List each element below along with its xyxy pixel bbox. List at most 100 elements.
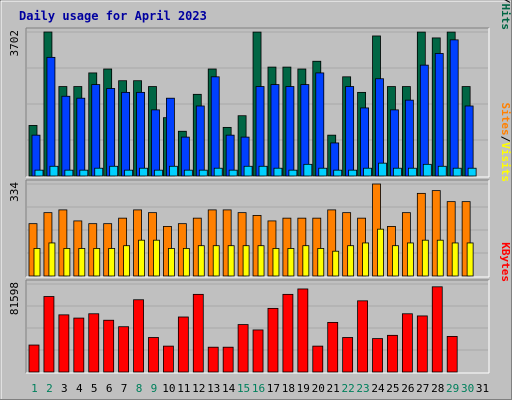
day-label: 28 (431, 382, 444, 395)
bar-files-day-3 (61, 95, 71, 177)
axis-max-label: 3702 (8, 30, 21, 57)
bar-files-day-7 (121, 91, 131, 177)
bar-pages-day-11 (183, 169, 193, 177)
day-label: 16 (252, 382, 265, 395)
bar-kbytes-day-20 (312, 345, 324, 373)
day-label: 13 (207, 382, 220, 395)
bar-files-day-12 (195, 105, 205, 177)
bar-kbytes-day-7 (118, 326, 130, 373)
day-label: 23 (356, 382, 369, 395)
day-label: 22 (341, 382, 354, 395)
day-label: 29 (446, 382, 459, 395)
bar-pages-day-3 (64, 169, 74, 177)
bar-kbytes-day-25 (387, 334, 398, 373)
bar-sites-day-2 (48, 242, 56, 277)
bar-kbytes-day-29 (446, 336, 458, 373)
bar-kbytes-day-8 (133, 299, 144, 373)
bar-visits-day-21 (327, 209, 337, 277)
bar-sites-day-14 (227, 245, 235, 277)
bar-kbytes-day-9 (148, 337, 159, 373)
bar-pages-day-14 (228, 169, 238, 177)
bar-files-day-6 (106, 88, 116, 177)
bar-visits-day-28 (431, 190, 441, 277)
bar-files-day-5 (91, 84, 101, 177)
bar-pages-day-24 (378, 162, 387, 177)
bar-visits-day-15 (237, 212, 247, 277)
bar-pages-day-23 (363, 167, 372, 177)
bar-sites-day-5 (93, 248, 101, 277)
bar-kbytes-day-3 (58, 314, 70, 373)
day-label: 14 (222, 382, 236, 395)
day-label: 17 (267, 382, 280, 395)
bar-pages-day-25 (393, 167, 402, 177)
day-label: 6 (106, 382, 113, 395)
day-label: 30 (461, 382, 474, 395)
bar-pages-day-15 (243, 165, 253, 177)
bar-sites-day-26 (406, 242, 414, 277)
day-label: 3 (61, 382, 68, 395)
bar-sites-day-18 (287, 248, 295, 277)
bar-visits-day-13 (207, 209, 217, 277)
legend-entry: / (499, 136, 512, 143)
bar-files-day-24 (375, 78, 384, 177)
bar-kbytes-day-6 (103, 319, 115, 373)
day-label: 2 (46, 382, 53, 395)
bar-files-day-29 (449, 39, 459, 177)
bar-kbytes-day-2 (43, 296, 55, 373)
panel-visits-sites: 334 Sites/Visits (8, 103, 512, 278)
bar-files-day-16 (255, 86, 265, 177)
bar-kbytes-day-14 (222, 346, 234, 373)
bar-pages-day-6 (109, 165, 119, 177)
bar-pages-day-30 (467, 167, 477, 177)
bar-sites-day-29 (451, 242, 459, 277)
bar-kbytes-day-11 (177, 316, 189, 373)
bar-files-day-27 (419, 64, 429, 177)
bar-kbytes-day-13 (207, 346, 219, 373)
bar-sites-day-15 (242, 245, 250, 277)
bar-kbytes-day-21 (327, 321, 339, 373)
day-label: 10 (162, 382, 175, 395)
day-label: 4 (76, 382, 83, 395)
bar-pages-day-8 (139, 167, 148, 177)
day-label: 7 (121, 382, 128, 395)
bar-files-day-25 (390, 109, 399, 177)
bar-sites-day-7 (123, 245, 131, 277)
bar-kbytes-day-18 (282, 293, 294, 373)
bar-kbytes-day-5 (88, 313, 100, 373)
bar-visits-day-18 (282, 217, 292, 277)
bar-pages-day-7 (124, 169, 134, 177)
bar-sites-day-19 (302, 245, 310, 277)
bar-sites-day-13 (212, 245, 220, 277)
bar-pages-day-1 (34, 169, 44, 177)
bar-visits-day-30 (461, 201, 471, 277)
bar-pages-day-2 (49, 165, 59, 177)
bar-kbytes-day-1 (28, 344, 40, 373)
bar-sites-day-10 (168, 248, 175, 277)
day-label: 19 (297, 382, 310, 395)
day-label: 1 (31, 382, 38, 395)
bar-sites-day-21 (332, 250, 340, 277)
bar-kbytes-day-10 (163, 345, 174, 373)
day-label: 11 (177, 382, 190, 395)
bar-pages-day-20 (318, 167, 328, 177)
bar-files-day-9 (151, 109, 160, 177)
bar-files-day-8 (136, 91, 145, 177)
bar-sites-day-6 (108, 248, 116, 277)
bar-pages-day-4 (79, 169, 89, 177)
bar-files-day-18 (285, 86, 295, 177)
bar-visits-day-27 (416, 192, 426, 277)
panel-legend: KBytes (499, 242, 512, 282)
bar-files-day-2 (46, 56, 56, 177)
chart-title: Daily usage for April 2023 (19, 9, 207, 23)
bar-kbytes-day-27 (416, 315, 428, 373)
bar-sites-day-16 (257, 245, 265, 277)
bar-pages-day-10 (169, 165, 178, 177)
bar-kbytes-day-17 (267, 307, 279, 373)
bar-files-day-28 (434, 53, 444, 177)
bar-sites-day-8 (138, 239, 145, 277)
day-label: 25 (386, 382, 399, 395)
bar-pages-day-18 (288, 169, 298, 177)
bar-files-day-26 (404, 99, 414, 177)
bar-kbytes-day-12 (192, 293, 204, 373)
